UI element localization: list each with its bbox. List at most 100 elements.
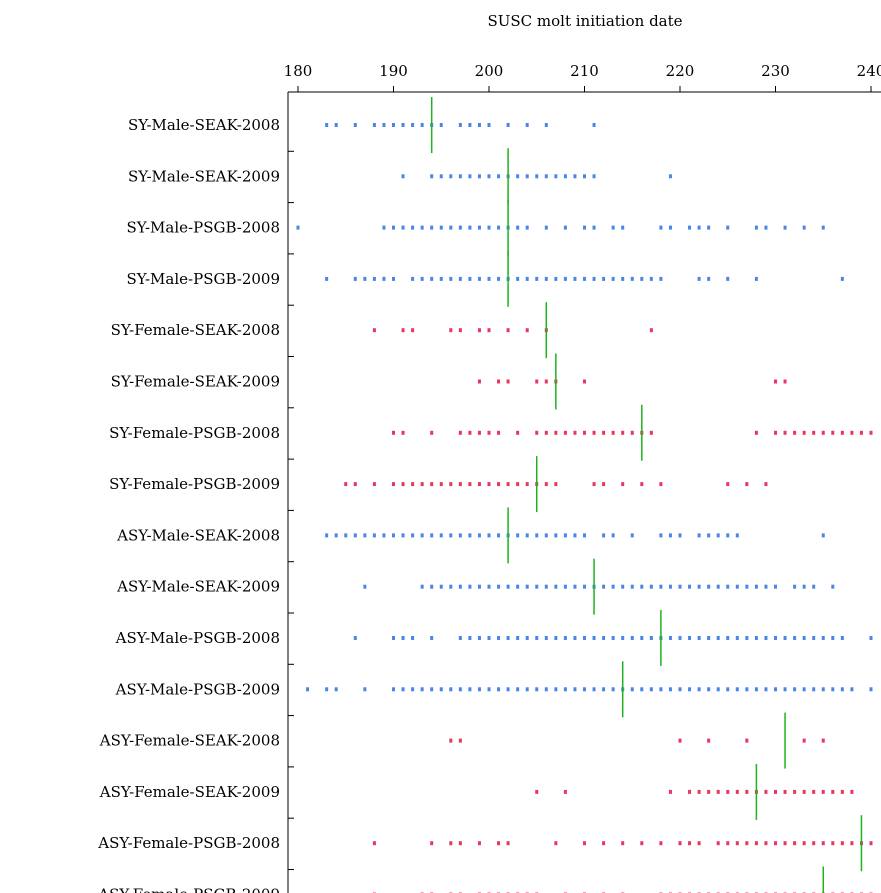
- data-point: [477, 584, 481, 589]
- data-point: [516, 687, 520, 692]
- data-point: [764, 482, 768, 487]
- category-label: SY-Male-PSGB-2009: [126, 270, 280, 288]
- data-point: [583, 276, 586, 281]
- data-point: [812, 789, 816, 794]
- data-point: [430, 276, 434, 281]
- data-point: [430, 174, 434, 179]
- data-point: [477, 379, 481, 384]
- data-point: [688, 225, 692, 230]
- data-point: [602, 482, 606, 487]
- data-point: [859, 430, 863, 435]
- data-point: [363, 276, 367, 281]
- data-point: [325, 533, 329, 538]
- chart-title: SUSC molt initiation date: [487, 12, 682, 30]
- data-point: [535, 636, 539, 640]
- data-point: [630, 584, 634, 589]
- data-point: [420, 482, 424, 487]
- data-point: [544, 636, 548, 640]
- data-point: [353, 482, 357, 487]
- data-point: [668, 174, 672, 179]
- data-point: [449, 328, 453, 333]
- data-point: [840, 687, 844, 692]
- data-point: [468, 174, 472, 179]
- data-point: [554, 636, 558, 640]
- data-point: [487, 174, 491, 179]
- data-point: [688, 789, 692, 794]
- data-point: [449, 482, 453, 487]
- data-point: [802, 789, 806, 794]
- data-point: [449, 533, 453, 538]
- data-point: [458, 533, 462, 538]
- data-point: [525, 533, 529, 538]
- data-point: [621, 225, 625, 230]
- data-point: [707, 533, 711, 538]
- data-point: [563, 584, 567, 589]
- data-point: [783, 636, 787, 640]
- data-point: [439, 174, 443, 179]
- data-point: [420, 533, 424, 538]
- data-point: [668, 533, 672, 538]
- data-point: [563, 430, 567, 435]
- data-point: [831, 687, 835, 692]
- data-point: [716, 636, 720, 640]
- data-point: [535, 430, 539, 435]
- data-point: [726, 636, 730, 640]
- data-point: [640, 687, 644, 692]
- data-point: [869, 430, 873, 435]
- data-point: [458, 738, 462, 743]
- data-point: [649, 636, 653, 640]
- data-point: [411, 328, 415, 333]
- data-point: [334, 687, 338, 692]
- data-point: [659, 276, 663, 281]
- data-point: [774, 379, 777, 384]
- category-label: SY-Male-SEAK-2008: [128, 116, 280, 134]
- data-point: [563, 225, 567, 230]
- data-point: [573, 636, 577, 640]
- data-point: [334, 123, 338, 127]
- data-point: [602, 276, 606, 281]
- data-point: [497, 584, 501, 589]
- category-label: ASY-Female-SEAK-2008: [99, 732, 280, 750]
- data-point: [726, 482, 730, 487]
- data-point: [306, 687, 310, 692]
- data-point: [678, 687, 682, 692]
- data-point: [392, 430, 395, 435]
- data-point: [458, 482, 462, 487]
- data-point: [583, 379, 586, 384]
- data-point: [468, 123, 472, 127]
- data-point: [458, 174, 462, 179]
- data-point: [497, 276, 501, 281]
- data-point: [802, 430, 806, 435]
- data-point: [325, 276, 329, 281]
- data-point: [325, 123, 329, 127]
- data-point: [745, 636, 749, 640]
- data-point: [392, 687, 395, 692]
- data-point: [535, 379, 539, 384]
- data-point: [621, 841, 625, 846]
- data-point: [707, 687, 711, 692]
- x-tick-label: 240: [857, 62, 881, 80]
- data-point: [774, 841, 777, 846]
- data-point: [726, 276, 730, 281]
- data-point: [621, 584, 625, 589]
- data-point: [420, 687, 424, 692]
- data-point: [840, 636, 844, 640]
- data-point: [707, 789, 711, 794]
- data-point: [764, 789, 768, 794]
- category-label: SY-Male-PSGB-2008: [126, 219, 280, 237]
- data-point: [497, 533, 501, 538]
- data-point: [583, 174, 586, 179]
- data-point: [554, 430, 558, 435]
- data-point: [439, 276, 443, 281]
- data-point: [583, 533, 586, 538]
- data-point: [458, 584, 462, 589]
- data-point: [392, 225, 395, 230]
- data-point: [802, 841, 806, 846]
- data-point: [668, 789, 672, 794]
- data-point: [439, 687, 443, 692]
- data-point: [525, 584, 529, 589]
- data-point: [382, 533, 386, 538]
- data-point: [372, 328, 376, 333]
- data-point: [840, 789, 844, 794]
- data-point: [649, 276, 653, 281]
